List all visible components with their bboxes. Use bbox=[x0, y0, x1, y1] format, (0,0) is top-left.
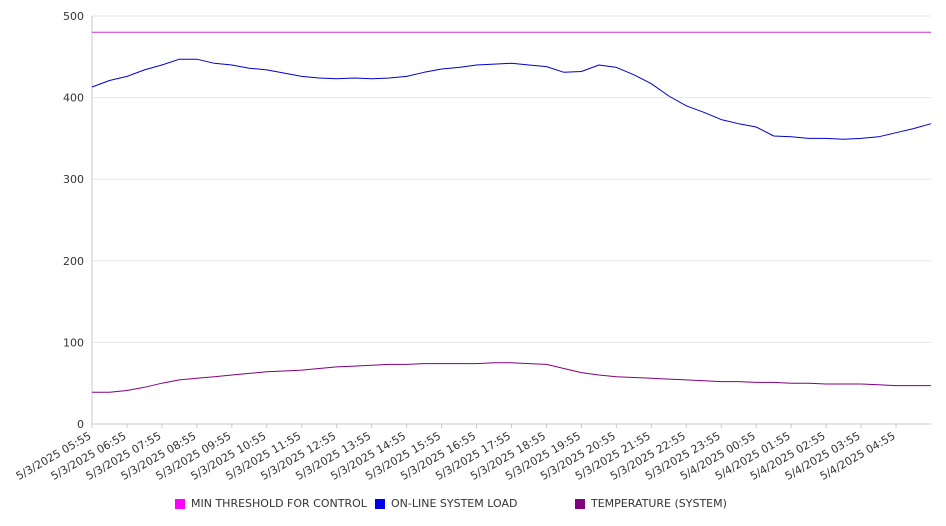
y-tick-label: 500 bbox=[63, 10, 84, 23]
legend: MIN THRESHOLD FOR CONTROL ON-LINE SYSTEM… bbox=[0, 497, 946, 515]
legend-swatch-temperature bbox=[575, 498, 585, 509]
y-tick-labels: 0 100 200 300 400 500 bbox=[63, 10, 84, 431]
legend-label-online-system-load: ON-LINE SYSTEM LOAD bbox=[391, 497, 518, 510]
legend-item-online-system-load: ON-LINE SYSTEM LOAD bbox=[375, 497, 517, 510]
y-tick-label: 0 bbox=[77, 418, 84, 431]
legend-item-min-threshold: MIN THRESHOLD FOR CONTROL bbox=[175, 497, 367, 510]
y-tick-label: 300 bbox=[63, 173, 84, 186]
series-lines bbox=[91, 31, 932, 393]
series-line-online-system-load bbox=[91, 58, 932, 140]
gridlines bbox=[92, 15, 931, 343]
x-tick-labels: 5/3/2025 05:555/3/2025 06:555/3/2025 07:… bbox=[14, 424, 898, 483]
legend-label-temperature: TEMPERATURE (SYSTEM) bbox=[591, 497, 727, 510]
legend-swatch-min-threshold bbox=[175, 498, 185, 509]
y-tick-label: 100 bbox=[63, 336, 84, 349]
chart: 0 100 200 300 400 500 5/3/2025 05:555/3/2025 … bbox=[14, 10, 932, 483]
legend-label-min-threshold: MIN THRESHOLD FOR CONTROL bbox=[191, 497, 367, 510]
y-tick-label: 200 bbox=[63, 255, 84, 268]
legend-item-temperature: TEMPERATURE (SYSTEM) bbox=[575, 497, 727, 510]
legend-swatch-online-system-load bbox=[375, 498, 385, 509]
y-tick-label: 400 bbox=[63, 92, 84, 105]
series-line-temperature bbox=[92, 362, 931, 393]
